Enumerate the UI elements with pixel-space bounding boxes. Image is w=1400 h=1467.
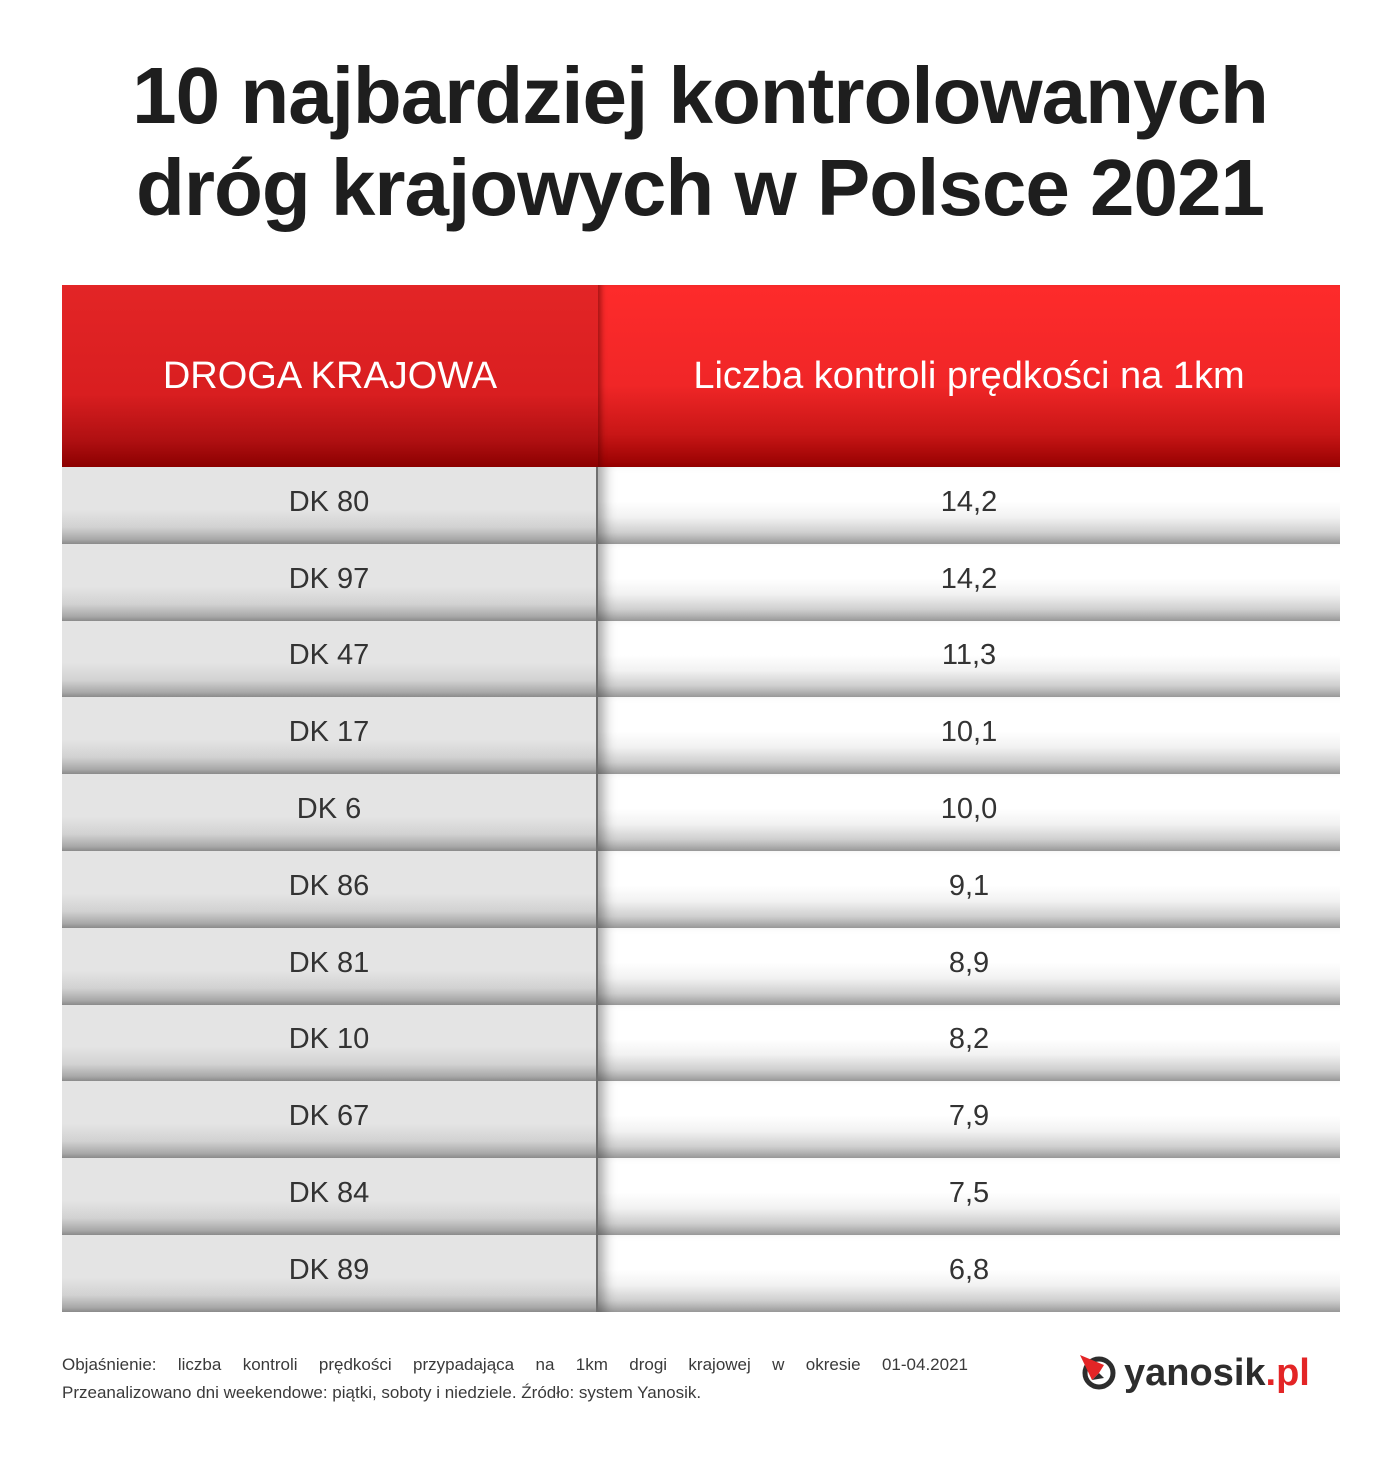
data-table: DROGA KRAJOWA Liczba kontroli prędkości … (62, 285, 1340, 1312)
cell-road: DK 97 (62, 543, 598, 621)
cell-speed-checks-per-km: 11,3 (598, 620, 1340, 698)
cell-speed-checks-per-km: 8,2 (598, 1004, 1340, 1082)
logo-text: yanosik.pl (1124, 1351, 1310, 1394)
footnote-line-1: Objaśnienie: liczba kontroli prędkości p… (62, 1355, 968, 1374)
column-header-road: DROGA KRAJOWA (62, 285, 598, 467)
table-header: DROGA KRAJOWA Liczba kontroli prędkości … (62, 285, 1340, 467)
table-row: DK 97 14,2 (62, 543, 1340, 621)
cell-road: DK 67 (62, 1081, 598, 1159)
cell-road: DK 17 (62, 697, 598, 775)
table-row: DK 17 10,1 (62, 697, 1340, 775)
page-title: 10 najbardziej kontrolowanych dróg krajo… (0, 50, 1400, 234)
table-row: DK 81 8,9 (62, 927, 1340, 1005)
cell-speed-checks-per-km: 9,1 (598, 850, 1340, 928)
title-line-2: dróg krajowych w Polsce 2021 (135, 143, 1265, 232)
title-line-1: 10 najbardziej kontrolowanych (132, 51, 1269, 140)
cell-speed-checks-per-km: 6,8 (598, 1234, 1340, 1312)
cell-speed-checks-per-km: 7,9 (598, 1081, 1340, 1159)
table-row: DK 10 8,2 (62, 1004, 1340, 1082)
cell-speed-checks-per-km: 14,2 (598, 543, 1340, 621)
footnote-line-2: Przeanalizowano dni weekendowe: piątki, … (62, 1383, 702, 1402)
table-row: DK 6 10,0 (62, 774, 1340, 851)
cell-road: DK 10 (62, 1004, 598, 1082)
cell-road: DK 80 (62, 467, 598, 544)
compass-arrow-icon (1078, 1351, 1118, 1396)
yanosik-logo: yanosik.pl (1078, 1352, 1310, 1394)
table-row: DK 67 7,9 (62, 1081, 1340, 1159)
table-row: DK 80 14,2 (62, 467, 1340, 544)
cell-speed-checks-per-km: 8,9 (598, 927, 1340, 1005)
cell-road: DK 47 (62, 620, 598, 698)
cell-speed-checks-per-km: 14,2 (598, 467, 1340, 544)
table-row: DK 89 6,8 (62, 1234, 1340, 1312)
cell-speed-checks-per-km: 10,0 (598, 774, 1340, 851)
table-row: DK 47 11,3 (62, 620, 1340, 698)
cell-road: DK 89 (62, 1234, 598, 1312)
cell-speed-checks-per-km: 10,1 (598, 697, 1340, 775)
table-row: DK 84 7,5 (62, 1158, 1340, 1235)
cell-speed-checks-per-km: 7,5 (598, 1158, 1340, 1235)
cell-road: DK 84 (62, 1158, 598, 1235)
cell-road: DK 6 (62, 774, 598, 851)
table-body: DK 80 14,2 DK 97 14,2 DK 47 11,3 DK 17 10,1 DK 6… (62, 467, 1340, 1312)
column-header-speed-checks: Liczba kontroli prędkości na 1km (598, 285, 1340, 467)
footnote: Objaśnienie: liczba kontroli prędkości p… (62, 1351, 968, 1407)
cell-road: DK 86 (62, 850, 598, 928)
table-row: DK 86 9,1 (62, 850, 1340, 928)
cell-road: DK 81 (62, 927, 598, 1005)
